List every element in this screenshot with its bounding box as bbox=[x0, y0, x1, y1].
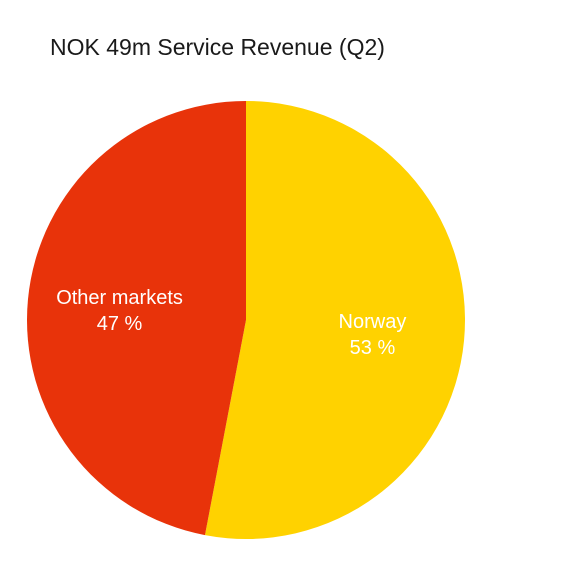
pie-slices bbox=[27, 101, 466, 539]
slice-value-label: 53 % bbox=[350, 337, 396, 359]
pie-labels: Norway 53 % Other markets 47 % bbox=[56, 287, 406, 359]
pie-slice-norway bbox=[204, 101, 466, 539]
slice-label: Norway bbox=[339, 311, 407, 333]
chart-title: NOK 49m Service Revenue (Q2) bbox=[50, 34, 385, 60]
slice-value-label: 47 % bbox=[97, 313, 143, 335]
pie-slice-other-markets bbox=[27, 101, 246, 536]
slice-label: Other markets bbox=[56, 287, 183, 309]
